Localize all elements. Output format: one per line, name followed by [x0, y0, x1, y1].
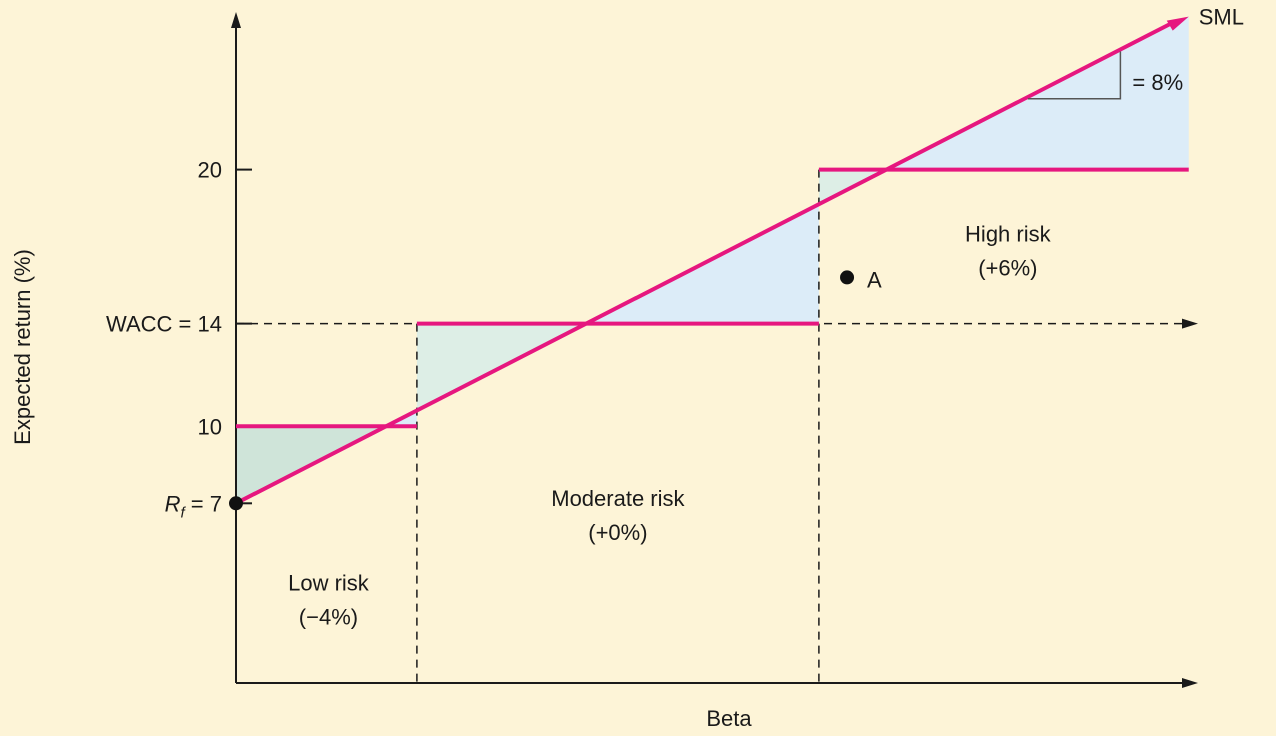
- region-adj-1: (+0%): [588, 520, 647, 545]
- x-axis-arrowhead: [1182, 678, 1198, 688]
- x-axis-label: Beta: [706, 706, 752, 731]
- region-adj-2: (+6%): [978, 255, 1037, 280]
- y-tick-label-0: 20: [198, 158, 222, 183]
- slope-triangle: [1027, 51, 1122, 100]
- region-label-0: Low risk: [288, 571, 370, 596]
- wacc-arrowhead: [1182, 318, 1198, 329]
- sml-arrowhead: [1166, 16, 1189, 31]
- sml-line: [235, 19, 1176, 506]
- sml-label: SML: [1199, 5, 1244, 30]
- region-label-2: High risk: [965, 221, 1052, 246]
- y-axis-arrowhead: [231, 12, 241, 28]
- y-tick-label-1: WACC = 14: [106, 312, 222, 337]
- slope-annotation: = 8%: [1132, 70, 1183, 95]
- region-label-1: Moderate risk: [551, 486, 685, 511]
- point-A: [840, 270, 855, 285]
- y-tick-label-2: 10: [198, 414, 222, 439]
- point-label-1: A: [867, 267, 882, 292]
- y-axis-label: Expected return (%): [10, 249, 35, 445]
- region-adj-0: (−4%): [299, 605, 358, 630]
- point-rf: [229, 496, 243, 511]
- y-tick-label-3: Rf = 7: [165, 491, 222, 521]
